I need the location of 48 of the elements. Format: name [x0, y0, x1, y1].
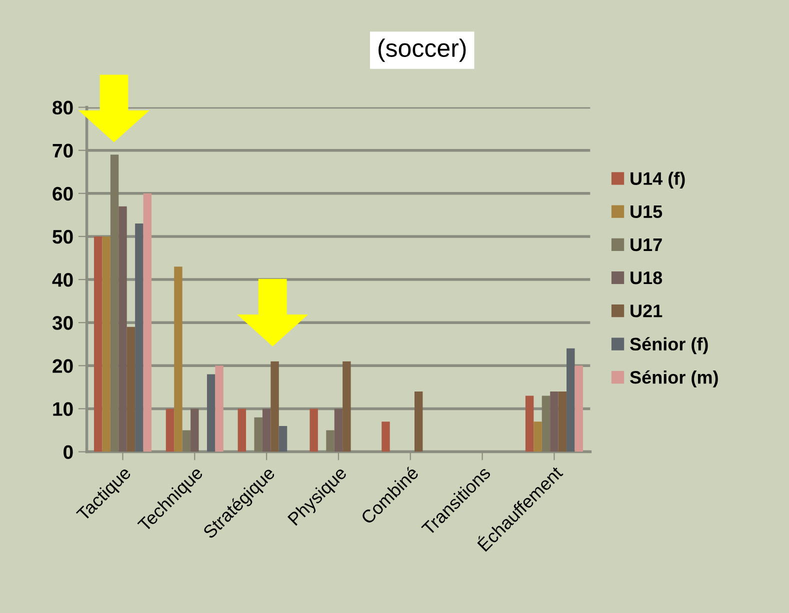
bar: [135, 224, 144, 452]
legend-label: U17: [630, 238, 662, 252]
bar: [326, 430, 334, 452]
y-tick-label: 50: [52, 230, 73, 244]
y-tick-label: 0: [64, 445, 73, 460]
legend-label: Sénior (f): [630, 337, 708, 354]
bar: [190, 408, 199, 452]
bar: [270, 361, 279, 452]
bar: [102, 236, 110, 452]
y-tick-label: 30: [52, 316, 73, 330]
bar: [542, 396, 550, 452]
y-tick-label: 80: [52, 100, 73, 115]
bar: [525, 396, 534, 452]
bar: [254, 417, 262, 452]
bar: [566, 348, 575, 452]
legend-label: U14 (f): [630, 172, 685, 189]
bar: [174, 266, 182, 452]
legend-label: U15: [630, 205, 662, 218]
legend-label: U21: [630, 304, 662, 318]
bar: [182, 430, 191, 452]
bar: [215, 366, 224, 452]
bar: [550, 391, 558, 452]
bar: [238, 408, 246, 452]
y-tick-label: 40: [52, 272, 73, 287]
chart-title: (soccer): [378, 38, 466, 62]
y-tick-label: 10: [53, 402, 73, 416]
bar: [110, 154, 119, 452]
bar: [278, 426, 288, 452]
bar: [334, 408, 343, 452]
bar: [166, 408, 174, 452]
bar: [118, 206, 127, 452]
bar: [262, 408, 271, 452]
bar: [382, 422, 390, 452]
legend-label: Sénior (m): [630, 370, 718, 388]
y-tick-label: 70: [52, 144, 73, 158]
bar: [310, 408, 318, 452]
bar: [94, 236, 102, 452]
bar: [143, 193, 152, 452]
bar: [574, 366, 583, 452]
bar: [414, 391, 423, 452]
legend-label: U18: [630, 271, 662, 284]
bar: [206, 374, 216, 452]
bar: [558, 391, 567, 452]
bar: [342, 361, 351, 452]
bar: [534, 422, 542, 452]
bar: [126, 326, 136, 452]
y-tick-label: 60: [52, 186, 73, 201]
y-tick-label: 20: [52, 359, 73, 373]
